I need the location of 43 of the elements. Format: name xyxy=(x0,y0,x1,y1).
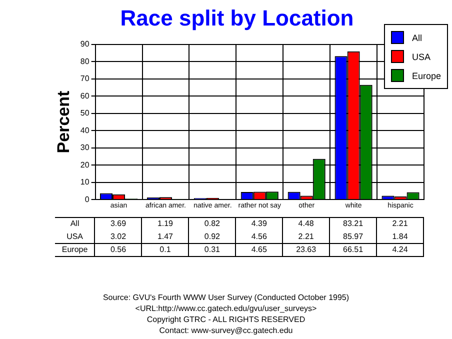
data-label: 1.84 xyxy=(376,230,424,244)
text: Contact: www-survey@cc.gatech.edu xyxy=(158,325,294,336)
y-tick-label: 10 xyxy=(80,178,90,187)
data-label: 0.1 xyxy=(142,243,189,256)
data-label: 0.31 xyxy=(188,243,236,256)
y-tick-label: 0 xyxy=(84,194,90,204)
legend-label: USA xyxy=(411,50,432,64)
y-tick-label: 40 xyxy=(80,126,90,135)
text: <URL:http://www.cc.gatech.edu/gvu/user_surveys> xyxy=(134,303,318,314)
data-label: 0.92 xyxy=(188,230,236,244)
text: Europe xyxy=(62,245,88,254)
data-label: 3.02 xyxy=(94,230,142,244)
data-label: 66.51 xyxy=(330,243,377,256)
data-label: 0.82 xyxy=(188,217,236,230)
y-tick-label: 80 xyxy=(80,56,90,66)
legend-label: Europe xyxy=(411,70,442,83)
text: All xyxy=(70,219,80,228)
text: USA xyxy=(66,232,84,241)
y-tick-label: 70 xyxy=(80,74,90,84)
data-label: 1.47 xyxy=(142,230,189,244)
data-label: 0.56 xyxy=(94,243,142,256)
chart-title: Race split by Location xyxy=(120,5,354,30)
y-tick-label: 50 xyxy=(80,108,90,118)
y-tick-label: 90 xyxy=(80,40,90,49)
text: Copyright GTRC - ALL RIGHTS RESERVED xyxy=(146,314,306,325)
source-note: Source: GVU's Fourth WWW User Survey (Conducted October 1995) xyxy=(102,292,350,303)
data-label: 83.21 xyxy=(330,217,377,230)
data-label: 3.69 xyxy=(94,217,142,230)
data-label: 4.39 xyxy=(236,217,283,230)
data-label: 4.65 xyxy=(236,243,283,256)
data-label: 4.48 xyxy=(282,217,330,230)
y-tick-label: 30 xyxy=(80,143,90,152)
data-label: 23.63 xyxy=(282,243,330,256)
data-label: 4.56 xyxy=(236,230,283,244)
y-axis-title: Percent xyxy=(54,90,73,154)
y-tick-label: 60 xyxy=(80,91,90,100)
legend-label: All xyxy=(411,32,424,45)
data-label: 2.21 xyxy=(282,230,330,244)
data-label: 2.21 xyxy=(376,217,424,230)
y-tick-label: 20 xyxy=(80,160,90,170)
data-label: 85.97 xyxy=(330,230,377,244)
data-label: 1.19 xyxy=(142,217,189,230)
data-label: 4.24 xyxy=(376,243,424,256)
